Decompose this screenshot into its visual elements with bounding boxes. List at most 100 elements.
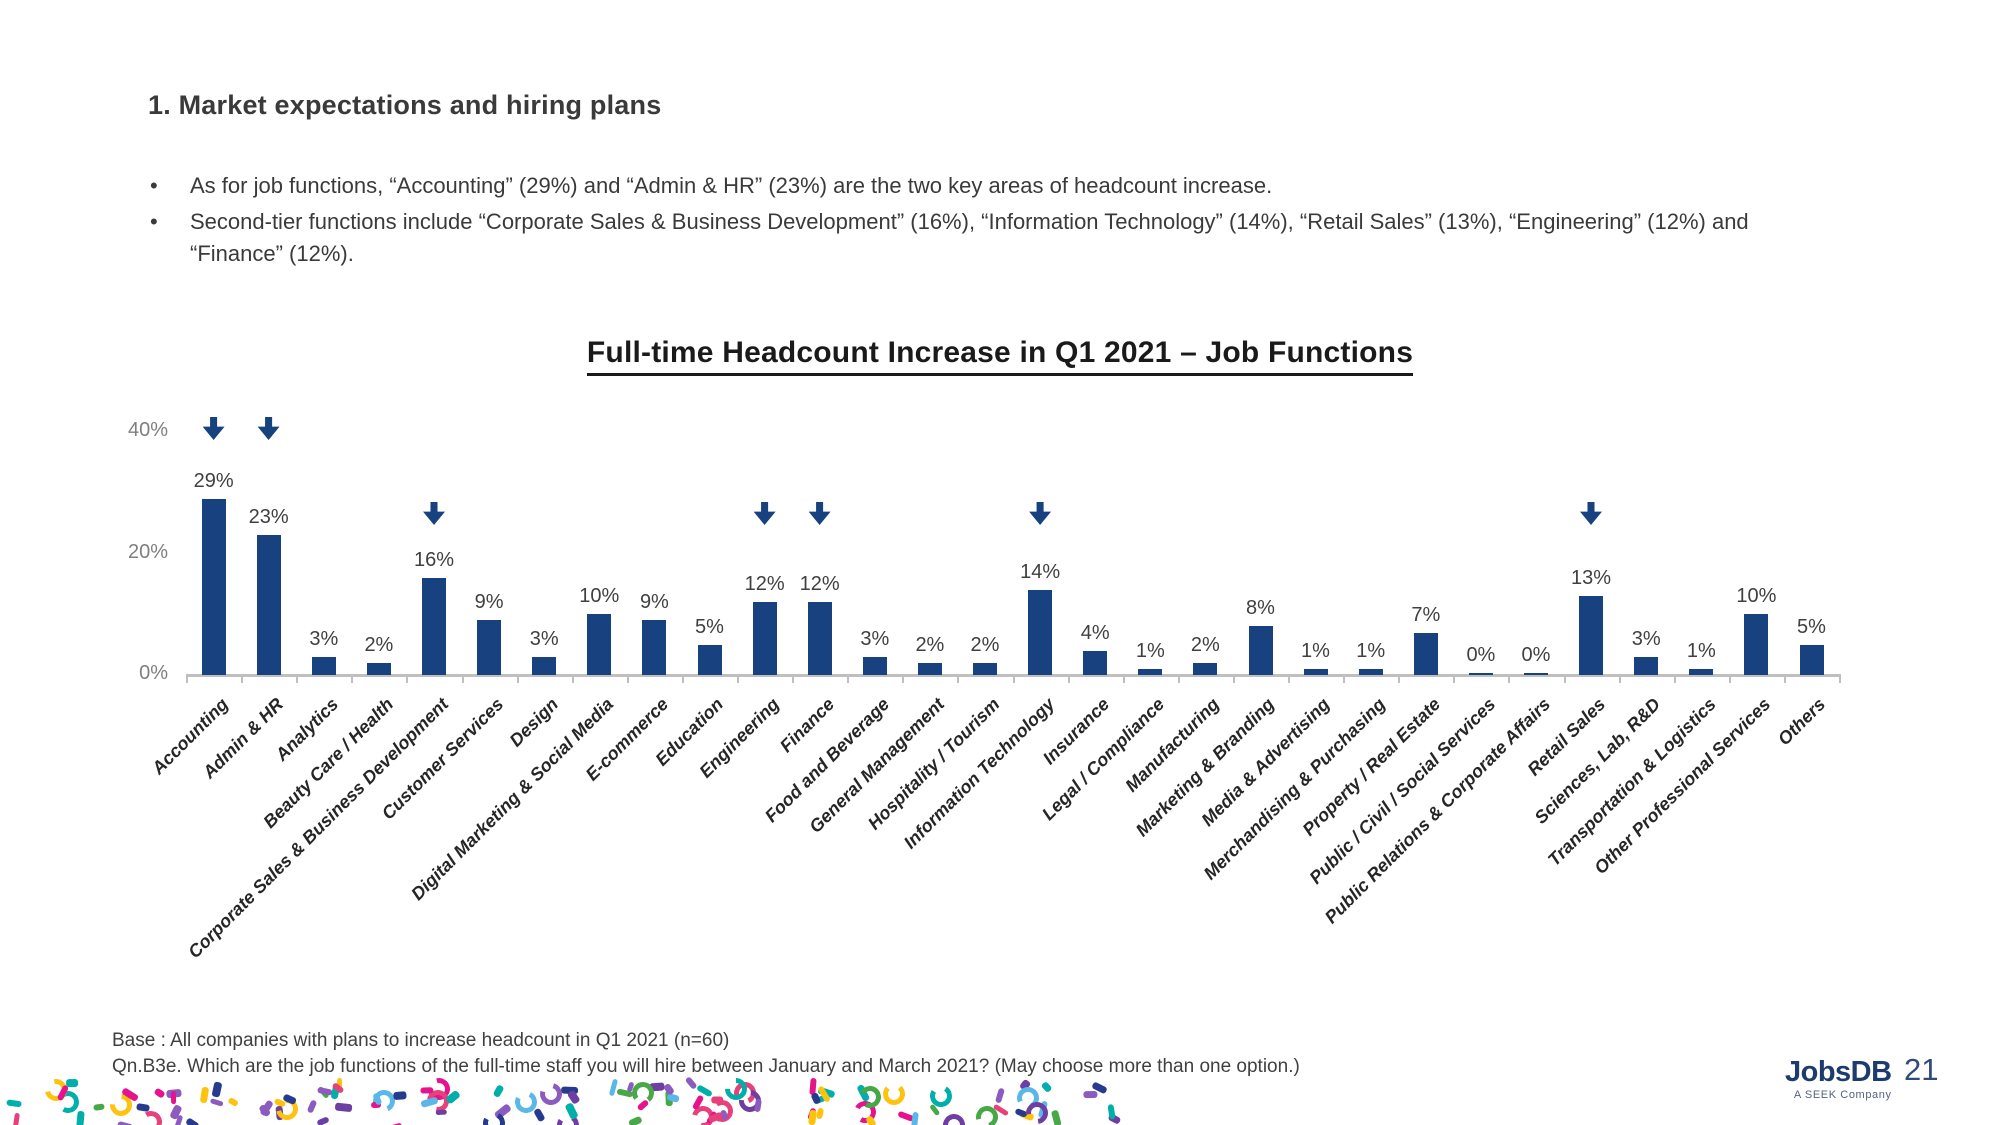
bullet-item: • Second-tier functions include “Corpora…	[150, 206, 1840, 270]
axis-tick-mark	[1122, 674, 1125, 683]
confetti-piece	[420, 1087, 434, 1094]
axis-tick-mark	[351, 674, 354, 683]
confetti-piece	[628, 1115, 643, 1125]
bar	[422, 577, 446, 675]
bar-value-label: 0%	[1521, 643, 1551, 666]
confetti-piece	[815, 1107, 825, 1120]
bar-value-label: 3%	[309, 627, 339, 650]
axis-tick-mark	[1232, 674, 1235, 683]
axis-tick-mark	[1618, 674, 1621, 683]
bar-value-label: 2%	[915, 633, 945, 656]
axis-tick-mark	[902, 674, 905, 683]
bar-value-label: 12%	[799, 573, 840, 596]
bar	[697, 644, 722, 675]
axis-tick-mark	[241, 674, 244, 683]
confetti-piece	[153, 1087, 166, 1099]
bar	[973, 662, 997, 676]
axis-tick-mark	[296, 674, 299, 683]
bar-value-label: 2%	[364, 633, 394, 656]
bar	[1193, 662, 1218, 676]
axis-tick-mark	[1343, 674, 1346, 683]
question-note: Qn.B3e. Which are the job functions of t…	[112, 1056, 1300, 1077]
confetti-piece	[316, 1116, 330, 1125]
axis-tick-mark	[1728, 674, 1731, 683]
confetti-piece	[1107, 1103, 1116, 1120]
confetti-piece	[76, 1110, 85, 1125]
axis-tick-mark	[1288, 674, 1290, 683]
bar-value-label: 1%	[1135, 639, 1165, 662]
bar-value-label: 13%	[1570, 567, 1612, 589]
confetti-piece	[6, 1099, 22, 1108]
bar-value-label: 2%	[1190, 633, 1220, 656]
axis-tick-mark	[461, 674, 464, 683]
down-arrow-icon	[1029, 502, 1052, 525]
axis-tick-mark	[1508, 674, 1511, 683]
confetti-piece	[1040, 1080, 1053, 1094]
axis-tick-mark	[1783, 674, 1786, 683]
bar-value-label: 3%	[860, 627, 890, 650]
bullet-item: • As for job functions, “Accounting” (29…	[150, 170, 1840, 202]
confetti-piece	[492, 1084, 505, 1099]
chart-title: Full-time Headcount Increase in Q1 2021 …	[586, 336, 1414, 376]
confetti-piece	[93, 1103, 105, 1112]
category-label: Others	[1774, 694, 1830, 750]
axis-tick-mark	[681, 674, 684, 683]
axis-tick-mark	[1453, 674, 1456, 683]
down-arrow-icon	[753, 502, 776, 525]
bar-value-label: 12%	[744, 573, 785, 596]
bar	[807, 602, 832, 675]
bar-value-label: 16%	[413, 548, 455, 571]
confetti-piece	[1051, 1109, 1062, 1125]
bar-value-label: 1%	[1686, 639, 1716, 662]
y-axis-label: 0%	[139, 662, 168, 684]
y-axis-label: 20%	[127, 540, 168, 563]
down-arrow-icon	[202, 417, 225, 440]
confetti-piece	[393, 1091, 407, 1101]
confetti-piece	[436, 1109, 447, 1116]
confetti-piece	[170, 1090, 177, 1105]
axis-tick-mark	[1398, 674, 1401, 683]
bar-value-label: 2%	[970, 633, 1000, 656]
bar	[1799, 644, 1824, 675]
bar	[587, 614, 612, 676]
confetti-piece	[306, 1099, 318, 1114]
bar	[1248, 626, 1273, 675]
bar	[1413, 632, 1438, 675]
confetti-piece	[137, 1108, 165, 1125]
bar	[862, 656, 887, 675]
bar-value-label: 0%	[1466, 643, 1496, 666]
bar	[917, 662, 942, 676]
bar	[256, 535, 281, 675]
axis-tick-mark	[1067, 674, 1070, 683]
chart-title-wrap: Full-time Headcount Increase in Q1 2021 …	[0, 336, 2000, 376]
axis-tick-mark	[1563, 674, 1566, 683]
bar-value-label: 3%	[1631, 627, 1661, 650]
bar	[311, 656, 336, 675]
confetti-piece	[199, 1086, 210, 1104]
confetti-strip	[0, 1077, 1128, 1125]
confetti-piece	[911, 1111, 919, 1125]
bar-value-label: 9%	[639, 591, 669, 614]
axis-tick-mark	[1012, 674, 1015, 683]
bar-value-label: 23%	[248, 506, 289, 529]
page-title: 1. Market expectations and hiring plans	[148, 90, 662, 120]
confetti-piece	[211, 1081, 223, 1098]
bar-value-label: 5%	[695, 615, 724, 638]
down-arrow-icon	[423, 502, 445, 525]
bullet-dot: •	[150, 173, 158, 198]
confetti-piece	[808, 1109, 817, 1125]
bullet-list: • As for job functions, “Accounting” (29…	[150, 170, 1840, 270]
axis-tick-mark	[406, 674, 409, 683]
y-axis-label: 40%	[127, 419, 168, 441]
axis-tick-mark	[1177, 674, 1180, 683]
bar	[1083, 650, 1108, 675]
bar	[366, 662, 391, 676]
confetti-piece	[711, 1096, 724, 1104]
bar	[1358, 668, 1383, 675]
jobsdb-logo: JobsDB A SEEK Company	[1785, 1056, 1892, 1101]
axis-tick-mark	[571, 674, 574, 683]
bar	[1744, 614, 1769, 676]
page-number: 21	[1904, 1052, 1939, 1087]
